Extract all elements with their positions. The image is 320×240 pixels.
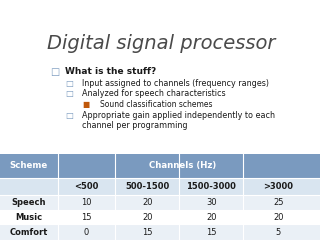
Text: □: □ [65,111,73,120]
Text: 15: 15 [142,228,152,237]
Text: 10: 10 [81,198,92,207]
Text: 20: 20 [273,213,284,222]
Text: ■: ■ [82,100,89,109]
FancyBboxPatch shape [0,195,320,210]
Text: >3000: >3000 [263,182,293,191]
Text: □: □ [50,67,59,77]
Text: 30: 30 [206,198,217,207]
Text: 25: 25 [273,198,284,207]
Text: 20: 20 [142,198,152,207]
Text: 0: 0 [84,228,89,237]
Text: Channels (Hz): Channels (Hz) [149,161,216,170]
Text: 20: 20 [206,213,216,222]
Text: 20: 20 [142,213,152,222]
Text: What is the stuff?: What is the stuff? [65,67,156,76]
Text: Digital signal processor: Digital signal processor [47,34,276,53]
Text: 15: 15 [81,213,92,222]
Text: 5: 5 [276,228,281,237]
Text: Speech: Speech [12,198,46,207]
Text: □: □ [65,79,73,88]
Text: Analyzed for speech characteristics: Analyzed for speech characteristics [82,90,226,98]
Text: <500: <500 [74,182,99,191]
Text: Music: Music [15,213,42,222]
Text: Appropriate gain applied independently to each
channel per programming: Appropriate gain applied independently t… [82,111,275,130]
Text: 15: 15 [206,228,216,237]
Text: □: □ [65,90,73,98]
Text: Scheme: Scheme [10,161,48,170]
Text: 1500-3000: 1500-3000 [186,182,236,191]
Text: 500-1500: 500-1500 [125,182,169,191]
FancyBboxPatch shape [0,224,320,240]
FancyBboxPatch shape [0,154,320,178]
Text: Sound classification schemes: Sound classification schemes [100,100,212,109]
FancyBboxPatch shape [0,210,320,224]
Text: Comfort: Comfort [10,228,48,237]
FancyBboxPatch shape [0,178,320,195]
Text: Input assigned to channels (frequency ranges): Input assigned to channels (frequency ra… [82,79,269,88]
